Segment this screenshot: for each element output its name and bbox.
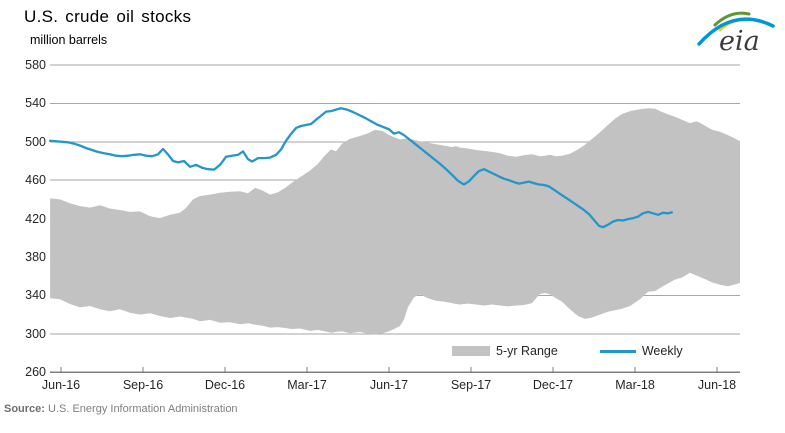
x-axis-tick-label: Jun-18 [697,378,737,393]
weekly-line-swatch [599,349,636,353]
legend-item-5yr-range: 5-yr Range [452,344,558,358]
legend: 5-yr Range Weekly [452,344,683,358]
legend-item-weekly: Weekly [599,344,683,358]
eia-logo-green-swoosh [713,11,751,27]
x-axis-tick-label: Mar-18 [615,378,655,393]
y-axis-tick-label: 420 [25,211,46,226]
y-axis-tick-label: 260 [25,365,46,380]
y-axis-tick-label: 460 [25,173,46,188]
eia-logo-blue-swoosh [697,17,775,46]
source-note: Source: U.S. Energy Information Administ… [4,403,238,415]
y-axis-tick-label: 540 [25,96,46,111]
weekly-series-line [48,107,674,229]
five-yr-range-area [50,108,741,335]
source-text: U.S. Energy Information Administration [44,403,238,415]
x-axis-tick-label: Jun-16 [41,378,81,393]
eia-logo: eia [697,11,775,56]
x-axis [50,367,740,373]
y-axis-tick-label: 380 [25,250,46,264]
x-axis-tick-label: Sep-16 [122,378,164,393]
chart-title: U.S. crude oil stocks [24,7,192,26]
x-axis-tick-label: Sep-17 [450,378,492,393]
y-axis-tick-label: 340 [25,288,46,303]
weekly-line [48,107,674,229]
five-yr-range-band [50,108,741,335]
legend-label-weekly: Weekly [641,344,683,358]
source-label: Source: [4,403,45,415]
y-axis-tick-label: 580 [25,58,46,72]
legend-label-5yr-range: 5-yr Range [496,344,558,358]
chart-y-axis-units-label: million barrels [30,33,108,47]
five-yr-range-swatch [452,346,490,356]
x-axis-tick-label: Dec-17 [532,378,574,393]
x-axis-tick-label: Dec-16 [204,378,246,393]
y-axis-tick-label: 500 [25,134,46,149]
x-axis-tick-label: Jun-17 [369,378,409,393]
x-axis-tick-label: Mar-17 [287,378,327,393]
y-axis-tick-label: 300 [25,326,46,341]
eia-logo-text: eia [719,26,760,56]
